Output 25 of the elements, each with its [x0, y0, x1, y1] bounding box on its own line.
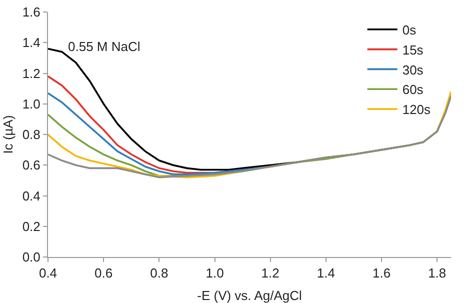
x-tick-label: 1.2 — [261, 266, 280, 281]
x-tick-label: 1.0 — [206, 266, 224, 281]
y-tick-label: 0.8 — [22, 127, 40, 142]
y-tick-label: 1.0 — [22, 96, 40, 112]
y-axis-title: Ic (µA) — [0, 115, 16, 154]
x-tick-label: 1.6 — [372, 266, 391, 281]
y-tick-label: 0.0 — [22, 250, 40, 265]
y-tick-label: 1.6 — [22, 4, 40, 20]
y-tick-label: 1.2 — [22, 66, 40, 81]
x-tick-label: 1.4 — [316, 266, 335, 281]
x-tick-label: 0.8 — [150, 266, 168, 281]
y-tick-label: 1.4 — [22, 35, 40, 50]
legend-label: 15s — [402, 42, 424, 58]
x-axis-title: -E (V) vs. Ag/AgCl — [197, 288, 302, 303]
y-tick-label: 0.2 — [22, 218, 40, 234]
legend-label: 120s — [402, 102, 432, 118]
legend-label: 0s — [402, 22, 417, 38]
x-tick-label: 0.6 — [94, 266, 113, 281]
legend-label: 30s — [402, 62, 424, 78]
y-tick-label: 0.6 — [22, 158, 40, 173]
x-tick-label: 1.8 — [428, 266, 446, 281]
x-tick-label: 0.4 — [38, 266, 58, 281]
annotation: 0.55 M NaCl — [68, 39, 140, 54]
y-tick-label: 0.4 — [22, 188, 40, 204]
legend-label: 60s — [402, 82, 424, 98]
